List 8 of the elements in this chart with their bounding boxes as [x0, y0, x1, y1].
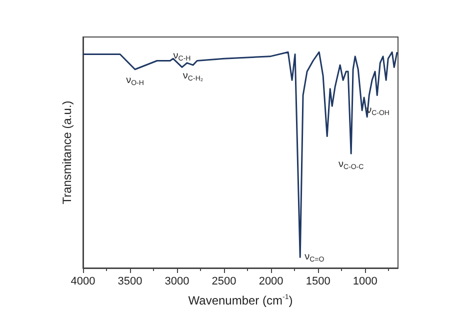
x-tick-label: 2500	[212, 276, 236, 288]
x-tick-label: 3500	[118, 276, 142, 288]
x-tick-label: 1000	[352, 276, 378, 288]
x-tick-label: 4000	[70, 276, 96, 288]
x-tick-label: 2000	[258, 276, 284, 288]
y-axis-title: Transmitance (a.u.)	[60, 100, 74, 204]
x-tick-label: 3000	[164, 276, 190, 288]
x-tick-label: 1500	[306, 276, 330, 288]
